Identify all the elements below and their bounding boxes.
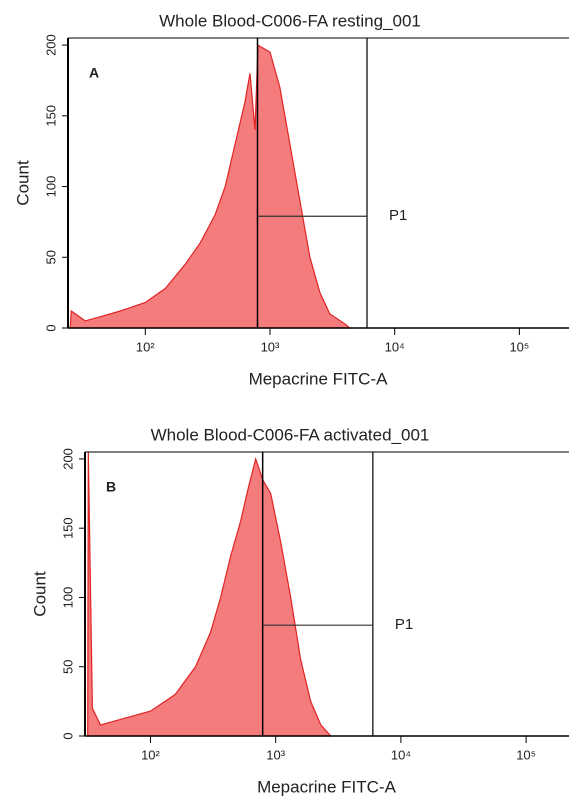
y-tick-label: 0 bbox=[43, 324, 58, 331]
y-axis-label: Count bbox=[30, 571, 49, 617]
panel-letter: A bbox=[89, 65, 99, 81]
y-tick-label: 150 bbox=[60, 517, 75, 539]
y-tick-label: 200 bbox=[60, 448, 75, 470]
x-tick-label: 10² bbox=[136, 339, 155, 354]
panel-letter: B bbox=[106, 479, 116, 495]
y-tick-label: 150 bbox=[43, 105, 58, 127]
x-tick-label: 10⁵ bbox=[509, 339, 529, 354]
y-tick-label: 200 bbox=[43, 34, 58, 56]
gate-label: P1 bbox=[389, 207, 407, 224]
x-axis-label: Mepacrine FITC-A bbox=[249, 369, 389, 388]
y-axis-label: Count bbox=[13, 160, 32, 206]
x-tick-label: 10² bbox=[141, 747, 160, 762]
x-tick-label: 10⁴ bbox=[391, 747, 411, 762]
x-tick-label: 10⁴ bbox=[385, 339, 405, 354]
y-tick-label: 0 bbox=[60, 732, 75, 739]
x-tick-label: 10³ bbox=[261, 339, 280, 354]
y-tick-label: 100 bbox=[60, 587, 75, 609]
x-axis-label: Mepacrine FITC-A bbox=[257, 777, 397, 796]
x-tick-label: 10⁵ bbox=[516, 747, 536, 762]
chart-title: Whole Blood-C006-FA resting_001 bbox=[159, 11, 421, 30]
histogram-area bbox=[69, 44, 352, 329]
gate-label: P1 bbox=[395, 616, 413, 633]
chart-title: Whole Blood-C006-FA activated_001 bbox=[151, 425, 430, 444]
x-tick-label: 10³ bbox=[266, 747, 285, 762]
y-tick-label: 100 bbox=[43, 176, 58, 198]
y-tick-label: 50 bbox=[60, 659, 75, 673]
y-tick-label: 50 bbox=[43, 250, 58, 264]
histogram-area bbox=[87, 451, 333, 737]
